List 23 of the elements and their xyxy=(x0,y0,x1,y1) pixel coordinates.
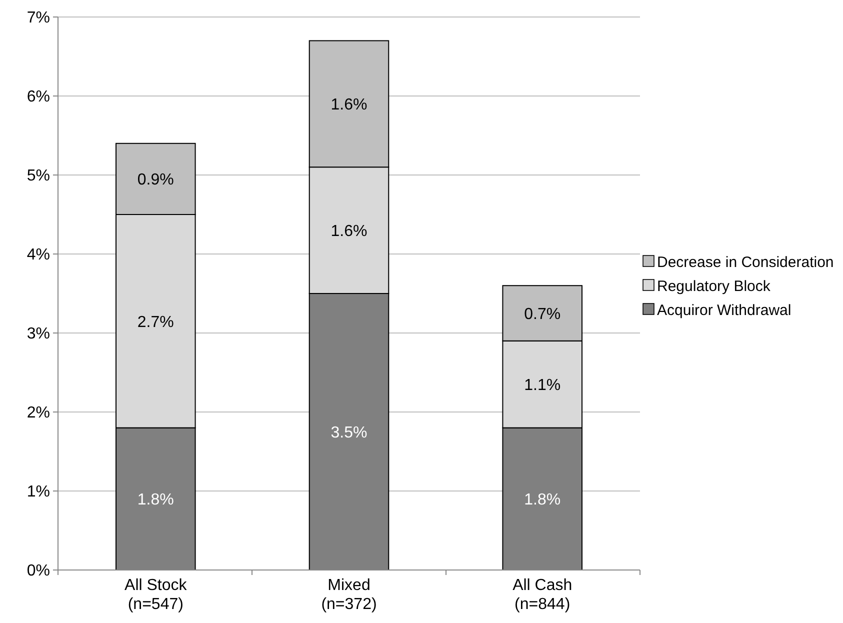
y-tick-label: 3% xyxy=(26,326,50,343)
x-tick-label: All Cash (n=844) xyxy=(512,577,572,613)
y-tick-label: 2% xyxy=(26,404,50,422)
y-tick-label: 7% xyxy=(26,10,50,27)
data-label: 1.8% xyxy=(524,492,561,508)
y-tick-label: 5% xyxy=(26,168,50,185)
y-tick-label: 1% xyxy=(26,484,50,501)
data-label: 1.8% xyxy=(137,492,174,508)
legend-label: Acquiror Withdrawal xyxy=(657,302,792,319)
legend-label: Regulatory Block xyxy=(657,278,771,295)
data-label: 1.6% xyxy=(330,222,368,240)
y-tick-label: 0% xyxy=(26,562,50,580)
data-label: 0.7% xyxy=(524,306,561,323)
data-label: 3.5% xyxy=(330,424,368,442)
x-tick-label: Mixed (n=372) xyxy=(321,577,377,613)
x-tick-label: All Stock (n=547) xyxy=(124,577,188,613)
y-tick-label: 4% xyxy=(26,246,50,264)
data-label: 0.9% xyxy=(137,172,174,189)
legend-label: Decrease in Consideration xyxy=(657,254,834,271)
data-label: 1.1% xyxy=(524,376,561,394)
data-label: 1.6% xyxy=(330,96,368,114)
y-tick-label: 6% xyxy=(26,88,50,106)
data-label: 2.7% xyxy=(137,314,174,331)
